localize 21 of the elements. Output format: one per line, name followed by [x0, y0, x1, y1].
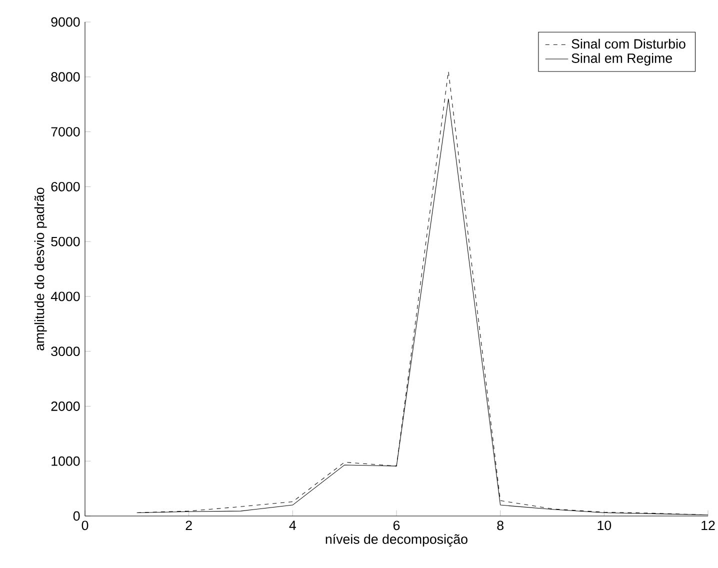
- x-tick-label: 8: [497, 520, 504, 530]
- y-tick-label: 0: [73, 511, 80, 521]
- legend-label: Sinal em Regime: [572, 53, 672, 66]
- y-tick-label: 7000: [51, 127, 80, 137]
- x-axis-title: níveis de decomposição: [326, 534, 468, 547]
- y-tick-label: 9000: [51, 17, 80, 27]
- x-tick-label: 6: [393, 520, 400, 530]
- y-tick-label: 2000: [51, 402, 80, 411]
- x-tick-label: 0: [82, 520, 88, 530]
- y-tick-label: 1000: [52, 456, 80, 466]
- x-tick-label: 10: [598, 520, 612, 530]
- x-tick-label: 2: [186, 520, 192, 530]
- y-tick-label: 6000: [51, 182, 80, 192]
- y-tick-label: 8000: [51, 72, 80, 82]
- x-tick-label: 12: [702, 520, 715, 530]
- x-tick-label: 4: [289, 520, 296, 530]
- y-tick-label: 3000: [51, 346, 80, 356]
- y-tick-label: 5000: [51, 236, 80, 246]
- legend-label: Sinal com Disturbio: [572, 38, 686, 49]
- y-axis-title: amplitude do desvio padrão: [34, 188, 47, 350]
- y-tick-label: 4000: [50, 292, 80, 302]
